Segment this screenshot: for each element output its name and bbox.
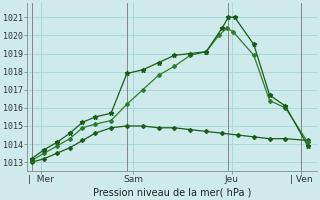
- X-axis label: Pression niveau de la mer( hPa ): Pression niveau de la mer( hPa ): [93, 187, 251, 197]
